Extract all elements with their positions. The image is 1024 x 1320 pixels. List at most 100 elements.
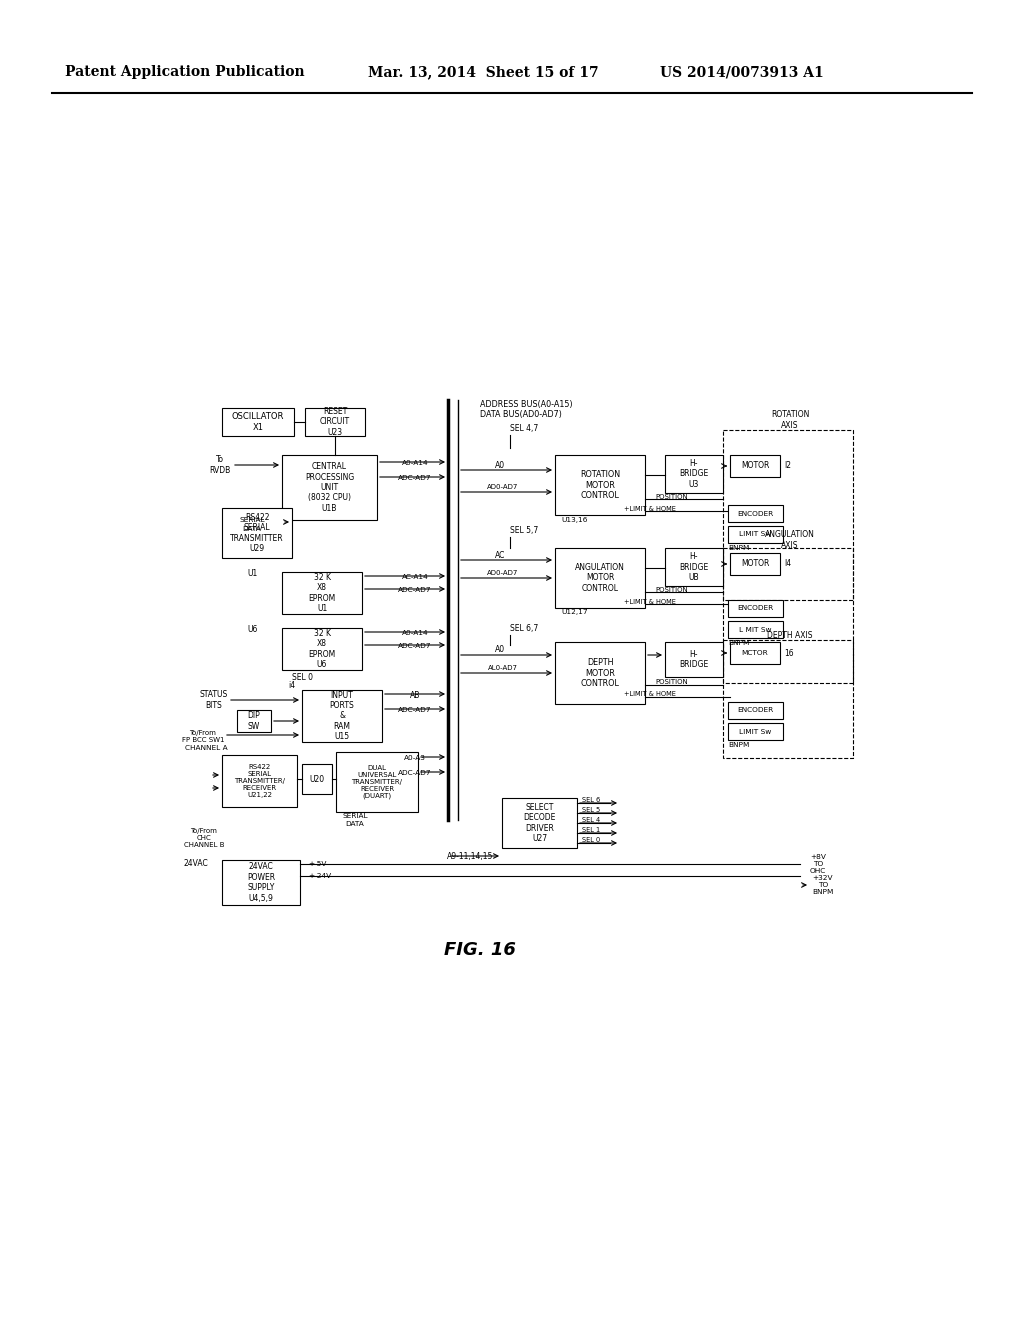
Text: U12,17: U12,17 [562,609,589,615]
Text: 24VAC: 24VAC [183,859,208,869]
Text: A0-A14: A0-A14 [401,630,428,636]
Text: DATA: DATA [243,525,261,532]
Bar [282,455,377,520]
Bar [723,548,853,682]
Text: Patent Application Publication: Patent Application Publication [65,65,304,79]
Text: U6: U6 [248,626,258,635]
Bar [502,799,577,847]
Text: SEL 6: SEL 6 [582,797,600,803]
Bar [222,755,297,807]
Text: ENCODER: ENCODER [737,708,773,714]
Text: ADC-AD7: ADC-AD7 [398,708,432,713]
Text: OSCILLATOR
X1: OSCILLATOR X1 [231,412,285,432]
Text: FIG. 16: FIG. 16 [444,941,516,960]
Text: ADDRESS BUS(A0-A15): ADDRESS BUS(A0-A15) [480,400,572,408]
Text: BNPM: BNPM [728,545,750,550]
Bar [728,601,783,616]
Bar [222,508,292,558]
Text: +8V
TO
OHC: +8V TO OHC [810,854,826,874]
Text: BNPM: BNPM [728,742,750,748]
Bar [555,548,645,609]
Text: DIP
SW: DIP SW [248,711,260,731]
Text: POSITION: POSITION [655,678,688,685]
Text: RESET
CIRCUIT
U23: RESET CIRCUIT U23 [319,407,350,437]
Text: U20: U20 [309,775,325,784]
Text: ENCODER: ENCODER [737,511,773,516]
Text: ADC-AD7: ADC-AD7 [398,770,432,776]
Text: +32V
TO
BNPM: +32V TO BNPM [812,875,834,895]
Text: +LIMIT & HOME: +LIMIT & HOME [624,690,676,697]
Text: LIMIT Sw: LIMIT Sw [739,729,772,734]
Text: ROTATION
MOTOR
CONTROL: ROTATION MOTOR CONTROL [580,470,621,500]
Text: MOTOR: MOTOR [740,462,769,470]
Text: SEL 1: SEL 1 [582,828,600,833]
Text: i4: i4 [288,681,295,690]
Text: DEPTH AXIS: DEPTH AXIS [767,631,813,639]
Text: AB: AB [410,690,420,700]
Text: A9-11,14,15: A9-11,14,15 [446,851,494,861]
Text: ADC-AD7: ADC-AD7 [398,475,432,480]
Text: CHANNEL A: CHANNEL A [185,744,228,751]
Text: A0: A0 [495,461,505,470]
Text: AD0-AD7: AD0-AD7 [487,570,519,576]
Text: H-
BRIDGE
UB: H- BRIDGE UB [679,552,709,582]
Text: ENCODER: ENCODER [737,606,773,611]
Bar [237,710,271,733]
Bar [555,455,645,515]
Text: ANGULATION
AXIS: ANGULATION AXIS [765,531,815,549]
Bar [282,628,362,671]
Text: L MIT Sw: L MIT Sw [739,627,772,632]
Text: DUAL
UNIVERSAL
TRANSMITTER/
RECEIVER
(DUART): DUAL UNIVERSAL TRANSMITTER/ RECEIVER (DU… [351,764,402,799]
Text: 24VAC
POWER
SUPPLY
U4,5,9: 24VAC POWER SUPPLY U4,5,9 [247,862,275,903]
Text: 32 K
X8
EPROM
U6: 32 K X8 EPROM U6 [308,628,336,669]
Text: SEL 4,7: SEL 4,7 [510,424,539,433]
Text: AC: AC [495,550,505,560]
Bar [723,640,853,758]
Bar [728,506,783,521]
Bar [222,408,294,436]
Text: A0-A3: A0-A3 [404,755,426,762]
Text: AL0-AD7: AL0-AD7 [488,665,518,671]
Bar [730,642,780,664]
Bar [728,723,783,741]
Text: 16: 16 [784,648,794,657]
Text: A0-A14: A0-A14 [401,459,428,466]
Text: To/From
FP BCC SW1: To/From FP BCC SW1 [181,730,224,742]
Text: U13,16: U13,16 [562,517,588,523]
Bar [302,690,382,742]
Text: MOTOR: MOTOR [740,560,769,569]
Bar [730,553,780,576]
Text: ADC-AD7: ADC-AD7 [398,587,432,593]
Text: US 2014/0073913 A1: US 2014/0073913 A1 [660,65,823,79]
Text: AD0-AD7: AD0-AD7 [487,484,519,490]
Text: STATUS
BITS: STATUS BITS [200,690,228,710]
Text: I2: I2 [784,462,791,470]
Text: CENTRAL
PROCESSING
UNIT
(8032 CPU)
U1B: CENTRAL PROCESSING UNIT (8032 CPU) U1B [305,462,354,512]
Text: SEL 6,7: SEL 6,7 [510,623,539,632]
Text: DEPTH
MOTOR
CONTROL: DEPTH MOTOR CONTROL [581,659,620,688]
Bar [723,430,853,601]
Text: SEL 4: SEL 4 [582,817,600,822]
Text: I4: I4 [784,560,792,569]
Text: RS422
SERIAL
TRANSMITTER/
RECEIVER
U21,22: RS422 SERIAL TRANSMITTER/ RECEIVER U21,2… [234,764,285,799]
Bar [305,408,365,436]
Bar [336,752,418,812]
Text: H-
BRIDGE: H- BRIDGE [679,649,709,669]
Bar [222,861,300,906]
Bar [282,572,362,614]
Text: POSITION: POSITION [655,494,688,500]
Text: SELECT
DECODE
DRIVER
U27: SELECT DECODE DRIVER U27 [523,803,556,843]
Text: To/From
CHC
CHANNEL B: To/From CHC CHANNEL B [183,828,224,847]
Bar [728,620,783,638]
Text: U1: U1 [248,569,258,578]
Text: MCTOR: MCTOR [741,649,768,656]
Text: SERIAL: SERIAL [240,517,265,523]
Text: A0: A0 [495,645,505,655]
Text: H-
BRIDGE
U3: H- BRIDGE U3 [679,459,709,488]
Text: To
RVDB: To RVDB [210,455,231,475]
Bar [728,702,783,719]
Text: Mar. 13, 2014  Sheet 15 of 17: Mar. 13, 2014 Sheet 15 of 17 [368,65,599,79]
Text: ANGULATION
MOTOR
CONTROL: ANGULATION MOTOR CONTROL [575,564,625,593]
Bar [728,525,783,543]
Text: POSITION: POSITION [655,587,688,593]
